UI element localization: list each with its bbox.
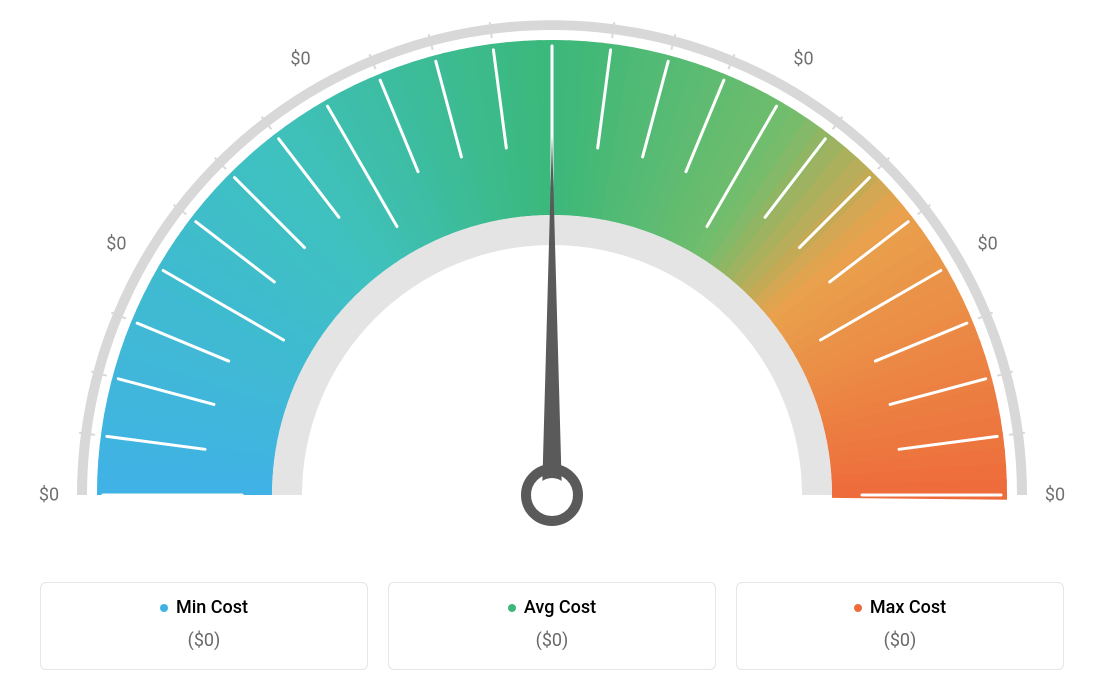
cost-gauge-widget: $0 $0 $0 $0 $0 $0 $0 Min Cost ($0) Avg Cost ($… [0, 0, 1104, 690]
scale-label: $0 [290, 49, 310, 70]
legend-value-max: ($0) [749, 630, 1051, 651]
legend-row: Min Cost ($0) Avg Cost ($0) Max Cost ($0… [40, 582, 1064, 671]
legend-label-avg: Avg Cost [508, 597, 596, 618]
legend-card-avg: Avg Cost ($0) [388, 582, 716, 671]
legend-label-text: Min Cost [176, 597, 248, 618]
scale-label: $0 [793, 49, 813, 70]
scale-label: $0 [39, 485, 59, 506]
legend-value-min: ($0) [53, 630, 355, 651]
dot-icon [160, 604, 168, 612]
gauge-chart: $0 $0 $0 $0 $0 $0 $0 [0, 0, 1104, 560]
gauge-svg [0, 0, 1104, 560]
scale-label: $0 [977, 233, 997, 254]
legend-label-text: Max Cost [870, 597, 946, 618]
legend-value-avg: ($0) [401, 630, 703, 651]
legend-label-min: Min Cost [160, 597, 248, 618]
scale-label: $0 [542, 0, 562, 3]
scale-label: $0 [106, 233, 126, 254]
dot-icon [854, 604, 862, 612]
dot-icon [508, 604, 516, 612]
legend-label-max: Max Cost [854, 597, 946, 618]
legend-card-max: Max Cost ($0) [736, 582, 1064, 671]
legend-label-text: Avg Cost [524, 597, 596, 618]
legend-card-min: Min Cost ($0) [40, 582, 368, 671]
scale-label: $0 [1045, 485, 1065, 506]
